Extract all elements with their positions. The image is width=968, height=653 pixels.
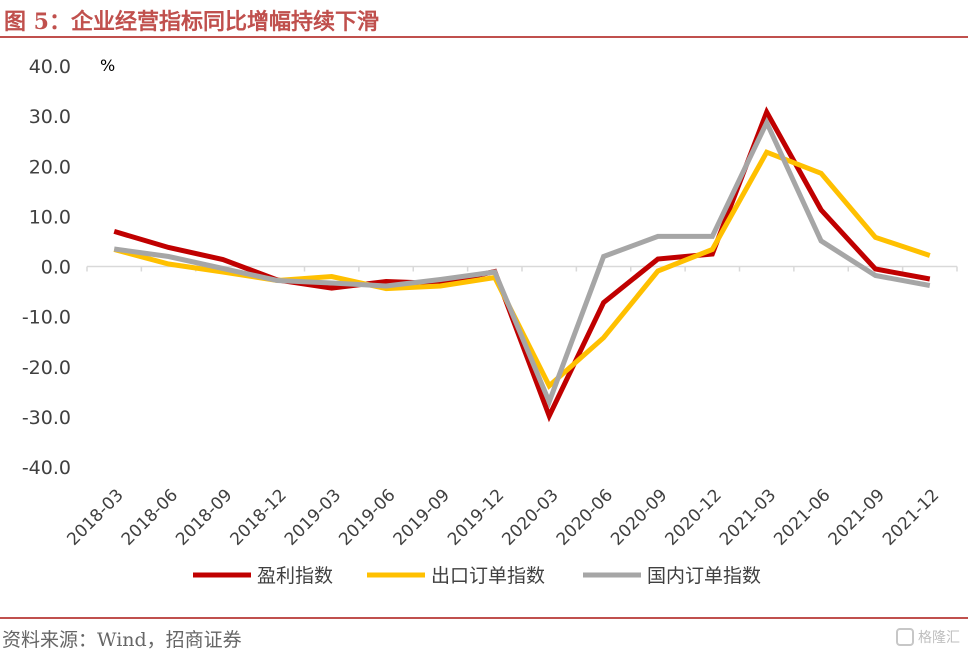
figure-header: 图 5：企业经营指标同比增幅持续下滑 xyxy=(0,0,968,38)
x-tick-label: 2021-06 xyxy=(770,485,834,549)
legend-item: 国内订单指数 xyxy=(583,565,761,587)
y-axis-ticks: 40.0 30.0 20.0 10.0 0.0 -10.0 -20.0 -30.0 -40.0 xyxy=(22,56,71,479)
source-note: 资料来源：Wind，招商证券 xyxy=(2,629,242,651)
x-tick-label: 2019-09 xyxy=(390,485,454,549)
watermark-logo: 格隆汇 xyxy=(896,627,960,647)
x-tick-label: 2020-03 xyxy=(498,485,562,549)
series-line-2 xyxy=(113,116,931,409)
legend-label: 盈利指数 xyxy=(257,565,333,587)
y-tick-label: 0.0 xyxy=(41,257,71,279)
x-tick-label: 2018-06 xyxy=(118,485,182,549)
y-tick-label: 30.0 xyxy=(29,106,71,128)
series-line-0 xyxy=(113,106,931,423)
x-tick-label: 2018-12 xyxy=(226,485,290,549)
x-tick-label: 2019-12 xyxy=(444,485,508,549)
watermark-icon xyxy=(896,628,914,646)
x-tick-label: 2019-06 xyxy=(335,485,399,549)
figure-title: 图 5：企业经营指标同比增幅持续下滑 xyxy=(4,9,379,35)
legend: 盈利指数 出口订单指数 国内订单指数 xyxy=(193,565,761,587)
y-tick-label: -20.0 xyxy=(22,357,71,379)
y-tick-label: -10.0 xyxy=(22,307,71,329)
series-lines xyxy=(113,106,931,423)
y-tick-label: -30.0 xyxy=(22,407,71,429)
line-chart: 40.0 30.0 20.0 10.0 0.0 -10.0 -20.0 -30.0 -40.0%… xyxy=(22,56,958,587)
x-tick-label: 2020-09 xyxy=(607,485,671,549)
x-tick-label: 2021-03 xyxy=(716,485,780,549)
y-tick-label: -40.0 xyxy=(22,457,71,479)
y-tick-label: 40.0 xyxy=(29,56,71,78)
y-tick-label: 10.0 xyxy=(29,206,71,228)
x-tick-label: 2021-12 xyxy=(879,485,943,549)
watermark-text: 格隆汇 xyxy=(918,630,960,646)
legend-label: 出口订单指数 xyxy=(431,565,545,587)
x-tick-label: 2019-03 xyxy=(281,485,345,549)
x-tick-label: 2021-09 xyxy=(825,485,889,549)
legend-item: 出口订单指数 xyxy=(367,565,545,587)
figure-footer: 资料来源：Wind，招商证券 格隆汇 xyxy=(0,617,968,653)
y-tick-label: 20.0 xyxy=(29,156,71,178)
unit-label: % xyxy=(100,56,115,75)
x-tick-label: 2018-03 xyxy=(63,485,127,549)
legend-item: 盈利指数 xyxy=(193,565,333,587)
x-tick-label: 2018-09 xyxy=(172,485,236,549)
legend-label: 国内订单指数 xyxy=(647,565,761,587)
x-tick-label: 2020-06 xyxy=(553,485,617,549)
x-axis-labels: 2018-032018-062018-092018-122019-032019-… xyxy=(63,485,943,549)
x-axis-tick-marks xyxy=(86,266,958,272)
x-tick-label: 2020-12 xyxy=(661,485,725,549)
